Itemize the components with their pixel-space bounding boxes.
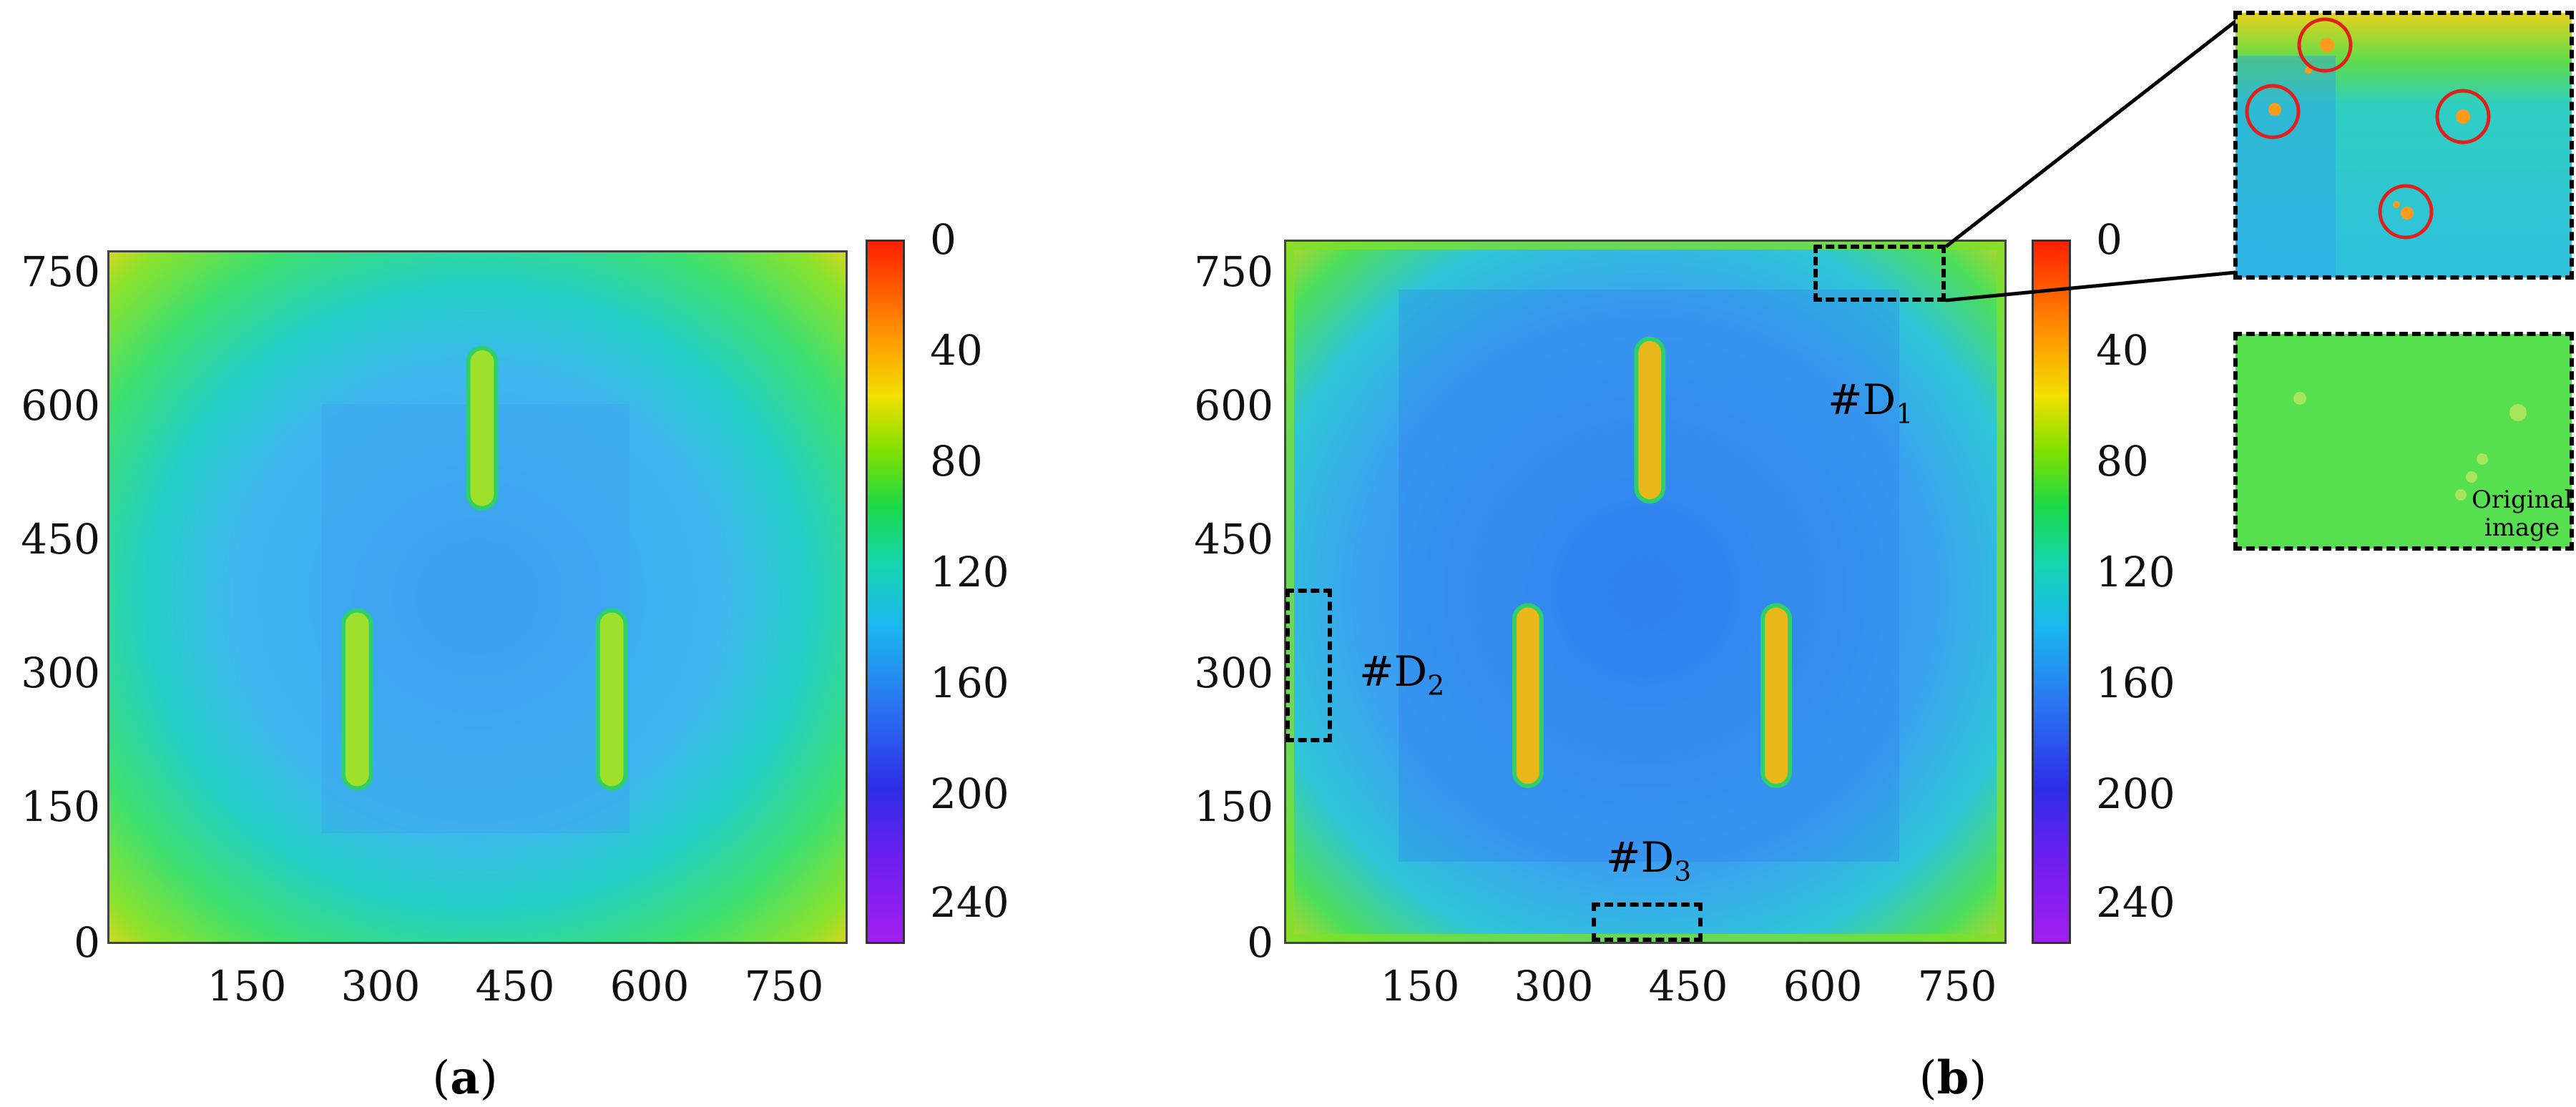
heatmap-b-svg [1284,240,2007,944]
a-cbtick-0: 0 [930,215,956,264]
inset-zoom-d1-border [2233,11,2574,280]
slot-feature-1 [466,345,499,511]
slot-feature-3 [595,608,628,791]
b-xtick-300: 300 [1514,962,1594,1010]
b-ytick-600: 600 [1194,381,1273,430]
caption-a: (a) [432,1051,498,1105]
slot-feature-2 [341,608,373,791]
annotation-box-d2 [1285,589,1332,742]
inset-original-label: Original image [2472,486,2572,543]
b-xtick-600: 600 [1783,962,1863,1010]
slot-feature-3 [1760,603,1792,789]
a-cbtick-160: 160 [930,659,1009,707]
a-ytick-750: 750 [21,247,100,296]
b-xtick-750: 750 [1917,962,1997,1010]
a-xtick-150: 150 [207,962,287,1010]
b-cbtick-200: 200 [2096,769,2175,818]
b-ytick-450: 450 [1194,515,1273,564]
b-cbtick-240: 240 [2096,878,2175,927]
a-ytick-600: 600 [21,381,100,430]
b-xtick-150: 150 [1380,962,1460,1010]
inset-original-svg [2235,334,2572,548]
a-xtick-750: 750 [744,962,824,1010]
colorbar-b [2032,240,2071,944]
defect-circles [2245,17,2491,240]
annotation-box-d3 [1592,902,1703,942]
a-ytick-0: 0 [74,918,100,967]
heatmap-panel-b [1284,240,2007,944]
heatmap-b-frame [1284,240,2007,944]
a-ytick-450: 450 [21,515,100,564]
a-xtick-300: 300 [341,962,421,1010]
caption-b: (b) [1919,1051,1987,1105]
inset-original-image [2235,334,2572,548]
annotation-box-d1 [1813,245,1946,302]
heatmap-a-svg [107,250,848,944]
b-cbtick-0: 0 [2096,215,2122,264]
b-xtick-450: 450 [1648,962,1728,1010]
a-ytick-150: 150 [21,782,100,831]
colorbar-a [866,240,905,944]
a-cbtick-240: 240 [930,878,1009,927]
b-ytick-150: 150 [1194,782,1273,831]
annotation-label-d3: #D3 [1606,833,1692,887]
slot-feature-1 [1634,336,1666,504]
a-cbtick-200: 200 [930,769,1009,818]
inset-original-border [2233,332,2574,551]
a-ytick-300: 300 [21,649,100,697]
heatmap-panel-a [107,250,848,944]
heatmap-a-frame [107,250,848,944]
b-ytick-300: 300 [1194,649,1273,697]
b-cbtick-120: 120 [2096,548,2175,596]
b-ytick-750: 750 [1194,247,1273,296]
annotation-label-d1: #D1 [1828,375,1914,430]
b-cbtick-40: 40 [2096,326,2149,375]
a-xtick-600: 600 [609,962,690,1010]
b-ytick-0: 0 [1247,918,1273,967]
a-xtick-450: 450 [475,962,555,1010]
a-cbtick-80: 80 [930,437,983,486]
a-cbtick-120: 120 [930,548,1009,596]
b-cbtick-160: 160 [2096,659,2175,707]
annotation-label-d2: #D2 [1359,647,1445,702]
slot-feature-2 [1512,603,1544,789]
b-cbtick-80: 80 [2096,437,2149,486]
inset-zoom-d1 [2235,13,2572,277]
a-cbtick-40: 40 [930,326,983,375]
inset-zoom-d1-svg [2235,13,2572,277]
